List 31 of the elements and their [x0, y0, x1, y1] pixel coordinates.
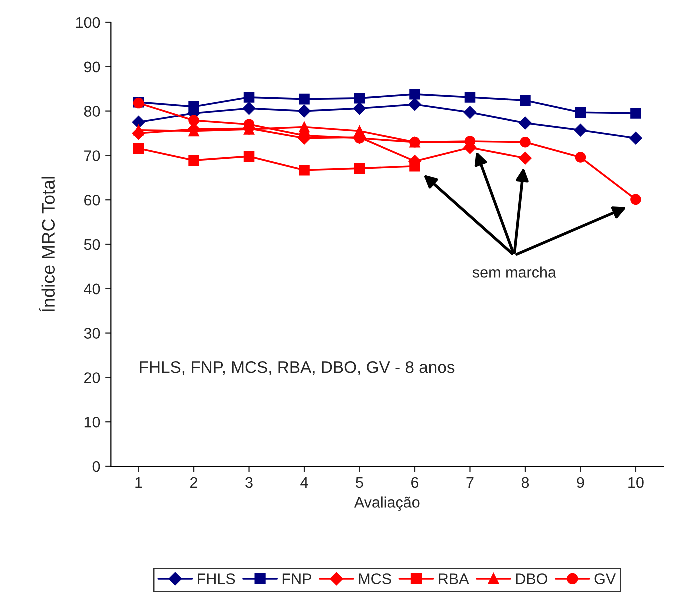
- y-tick-label: 70: [84, 150, 100, 162]
- x-tick-label: 1: [136, 477, 142, 488]
- y-axis-title: Índice MRC Total: [39, 177, 56, 312]
- x-tick-label: 3: [246, 477, 253, 488]
- legend-label: MCS: [359, 574, 392, 584]
- legend-label: FNP: [282, 574, 312, 584]
- y-tick-label: 80: [84, 106, 100, 117]
- legend-label: FHLS: [198, 574, 236, 584]
- y-tick-label: 40: [84, 284, 100, 295]
- x-tick-label: 4: [300, 477, 308, 488]
- y-tick-label: 30: [84, 328, 100, 339]
- annotation: sem marcha: [472, 266, 556, 278]
- y-tick-label: 60: [84, 194, 100, 206]
- x-tick-label: 10: [628, 477, 644, 488]
- y-tick-label: 90: [84, 62, 100, 73]
- x-tick-label: 8: [522, 477, 530, 488]
- annotation: FHLS, FNP, MCS, RBA, DBO, GV - 8 anos: [140, 361, 455, 376]
- legend-label: RBA: [439, 574, 470, 584]
- x-tick-label: 2: [190, 477, 198, 488]
- y-tick-label: 10: [84, 416, 100, 428]
- x-axis-title: Avaliação: [354, 496, 420, 512]
- x-tick-label: 5: [356, 477, 364, 488]
- y-tick-label: 0: [92, 461, 100, 472]
- y-tick-label: 100: [76, 17, 100, 28]
- y-tick-label: 50: [84, 239, 100, 250]
- x-tick-label: 7: [466, 477, 474, 488]
- x-tick-label: 9: [577, 477, 584, 488]
- x-tick-label: 6: [412, 477, 419, 488]
- legend-label: DBO: [516, 574, 548, 584]
- legend-label: GV: [594, 574, 616, 584]
- y-tick-label: 20: [84, 372, 100, 384]
